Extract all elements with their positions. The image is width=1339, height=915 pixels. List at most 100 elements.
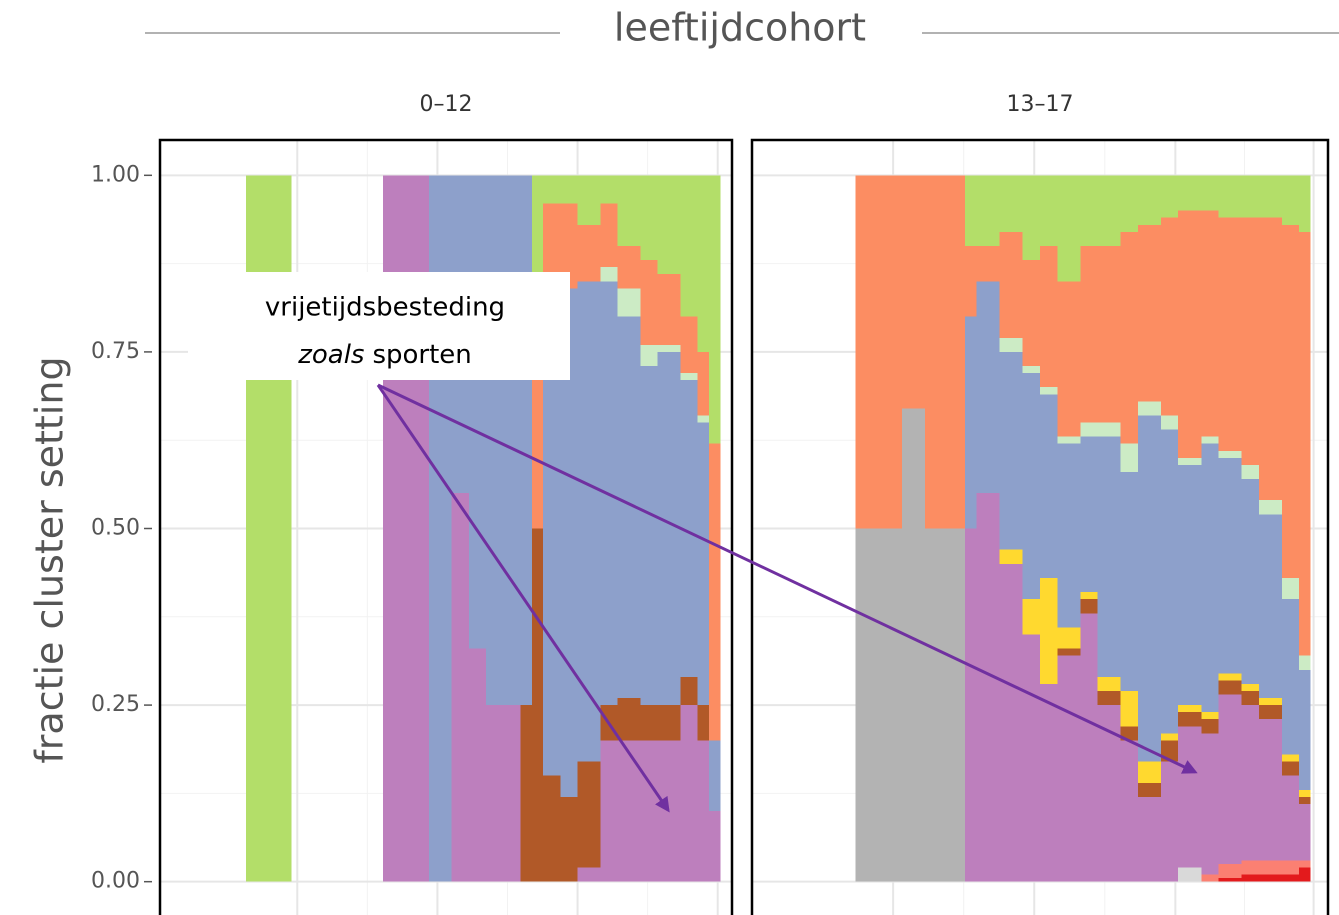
area-segment	[617, 175, 641, 246]
area-segment	[697, 705, 710, 741]
area-segment	[657, 274, 681, 345]
area-segment	[1040, 394, 1058, 578]
area-segment	[1137, 175, 1161, 225]
area-segment	[1281, 860, 1300, 875]
area-segment	[1201, 443, 1219, 713]
y-tick-label: 1.00	[91, 162, 140, 187]
area-segment	[1137, 401, 1161, 416]
area-segment	[1120, 471, 1138, 691]
area-segment	[1160, 761, 1179, 882]
area-segment	[1258, 860, 1282, 875]
area-segment	[1097, 175, 1121, 246]
area-segment	[1258, 175, 1282, 218]
area-segment	[697, 415, 710, 423]
area-segment	[1241, 175, 1259, 218]
area-segment	[1022, 373, 1040, 600]
annotation-box	[188, 272, 570, 380]
area-segment	[486, 705, 521, 882]
area-segment	[1120, 726, 1138, 741]
area-segment	[1137, 761, 1161, 783]
area-segment	[1201, 719, 1219, 734]
area-segment	[924, 528, 948, 882]
area-segment	[1057, 648, 1081, 656]
area-segment	[947, 175, 966, 529]
area-segment	[1241, 464, 1259, 480]
area-segment	[1120, 175, 1138, 232]
area-segment	[924, 175, 948, 529]
area-segment	[976, 281, 1000, 494]
area-segment	[680, 705, 698, 882]
area-segment	[1218, 680, 1242, 695]
area-segment	[1218, 457, 1242, 674]
area-segment	[999, 231, 1023, 338]
area-segment	[697, 175, 710, 352]
facet-label: 0–12	[420, 92, 473, 117]
area-segment	[1299, 796, 1311, 804]
area-segment	[560, 796, 578, 882]
area-segment	[600, 267, 618, 282]
area-segment	[709, 740, 721, 812]
area-segment	[617, 740, 641, 882]
area-segment	[1178, 464, 1202, 706]
area-segment	[1097, 436, 1121, 677]
area-segment	[1201, 733, 1219, 875]
area-segment	[560, 175, 578, 204]
y-tick-label: 0.50	[91, 516, 140, 541]
area-segment	[520, 175, 532, 706]
area-segment	[1040, 175, 1058, 246]
area-segment	[1281, 754, 1300, 762]
area-segment	[1022, 634, 1040, 882]
area-segment	[1299, 867, 1311, 882]
y-tick-label: 0.25	[91, 692, 140, 717]
area-segment	[657, 351, 681, 706]
area-segment	[1201, 874, 1219, 882]
area-segment	[1299, 175, 1311, 232]
facet: 13–17	[750, 92, 1330, 915]
area-segment	[999, 337, 1023, 352]
area-segment	[1218, 878, 1242, 882]
area-segment	[1057, 443, 1081, 628]
annotation-text: vrijetijdsbesteding	[265, 293, 505, 323]
area-segment	[965, 316, 977, 529]
area-segment	[1057, 655, 1081, 882]
area-segment	[1080, 245, 1098, 423]
area-segment	[1040, 683, 1058, 882]
area-segment	[520, 705, 532, 882]
area-segment	[617, 316, 641, 699]
area-segment	[1097, 690, 1121, 706]
area-segment	[855, 528, 902, 882]
area-segment	[999, 563, 1023, 882]
area-segment	[1258, 719, 1282, 861]
area-segment	[468, 175, 487, 649]
area-segment	[1160, 175, 1179, 218]
area-segment	[1299, 655, 1311, 670]
area-segment	[640, 366, 658, 706]
area-segment	[1241, 690, 1259, 706]
area-segment	[1160, 217, 1179, 416]
panel-border	[750, 138, 1330, 915]
area-segment	[1299, 803, 1311, 861]
area-segment	[640, 175, 658, 261]
area-segment	[657, 344, 681, 352]
area-segment	[1080, 175, 1098, 246]
area-segment	[1097, 705, 1121, 882]
area-segment	[1137, 796, 1161, 882]
area-segment	[901, 175, 925, 409]
area-segment	[1057, 175, 1081, 282]
area-segment	[1022, 260, 1040, 367]
area-segment	[577, 761, 601, 868]
area-segment	[531, 373, 544, 529]
area-segment	[1080, 422, 1098, 437]
y-tick-label: 0.00	[91, 869, 140, 894]
area-segment	[600, 175, 618, 204]
area-segment	[1218, 175, 1242, 218]
area-segment	[1120, 740, 1138, 882]
area-segment	[680, 316, 698, 374]
area-segment	[680, 380, 698, 677]
area-segment	[1241, 683, 1259, 691]
area-segment	[1097, 422, 1121, 437]
area-segment	[1022, 175, 1040, 261]
area-segment	[1040, 577, 1058, 684]
area-segment	[1299, 860, 1311, 868]
area-segment	[543, 175, 561, 204]
